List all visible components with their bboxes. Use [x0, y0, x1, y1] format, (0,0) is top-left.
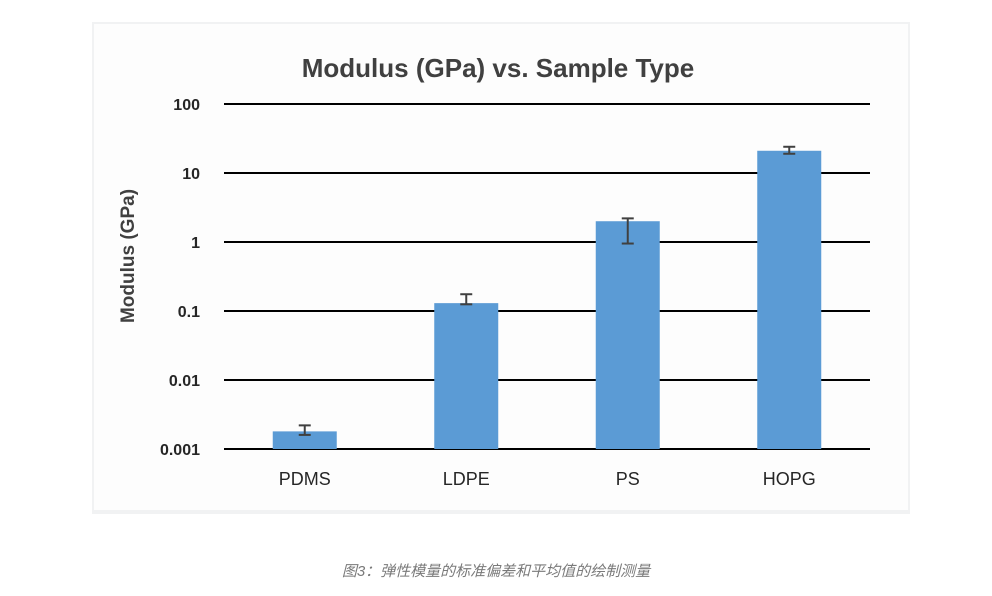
tick-labels: 0.001 0.01 0.1 1 10 100 PDMS LDPE PS HOPG — [160, 97, 816, 489]
x-tick-label: LDPE — [443, 469, 490, 489]
bar — [434, 303, 499, 449]
y-tick-label: 0.001 — [160, 442, 200, 459]
bars — [272, 150, 822, 449]
y-tick-label: 10 — [182, 166, 200, 183]
figure-caption: 图3：弹性模量的标准偏差和平均值的绘制测量 — [341, 563, 651, 580]
y-axis-label: Modulus (GPa) — [118, 189, 139, 323]
bar — [757, 150, 822, 449]
y-tick-label: 0.01 — [169, 373, 200, 390]
chart-title: Modulus (GPa) vs. Sample Type — [302, 53, 695, 83]
x-tick-label: PS — [616, 469, 640, 489]
chart-panel: Modulus (GPa) vs. Sample Type Modulus (G… — [94, 24, 908, 510]
y-tick-label: 0.1 — [178, 304, 200, 321]
bar — [595, 221, 660, 449]
modulus-bar-chart: Modulus (GPa) vs. Sample Type Modulus (G… — [118, 53, 870, 489]
error-bars — [298, 145, 796, 436]
chart-frame: Modulus (GPa) vs. Sample Type Modulus (G… — [92, 22, 910, 514]
y-tick-label: 1 — [191, 235, 200, 252]
x-tick-label: HOPG — [763, 469, 816, 489]
bar — [272, 431, 337, 449]
y-tick-label: 100 — [173, 97, 200, 114]
x-tick-label: PDMS — [279, 469, 331, 489]
